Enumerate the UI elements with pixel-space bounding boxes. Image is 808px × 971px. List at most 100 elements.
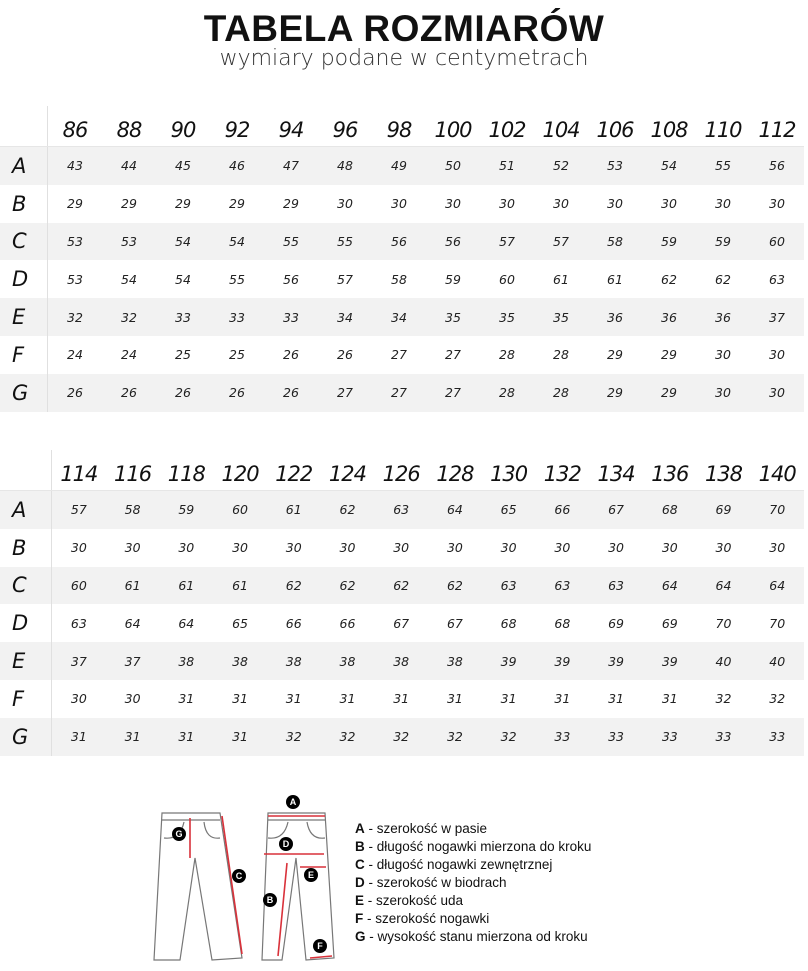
table-cell: 59 (661, 233, 677, 249)
table-cell: 27 (391, 385, 407, 401)
size-header: 86 (62, 118, 89, 142)
table-cell: 54 (661, 158, 677, 174)
legend-text: - szerokość nogawki (363, 911, 490, 926)
table-cell: 70 (769, 615, 786, 631)
table-cell: 53 (67, 233, 83, 249)
table-cell: 33 (769, 729, 786, 745)
table-cell: 44 (121, 158, 137, 174)
table-cell: 48 (337, 158, 353, 174)
size-header-row: 114 116 118 120 122 124 126 128 130 132 134 136 138 1… (0, 450, 804, 491)
table-cell: 70 (715, 615, 732, 631)
marker-c: C (232, 869, 246, 883)
table-cell: 38 (285, 653, 302, 669)
table-cell: 57 (499, 233, 515, 249)
size-header: 112 (758, 118, 796, 142)
marker-e: E (304, 868, 318, 882)
size-table-2: 114 116 118 120 122 124 126 128 130 132 134 136 138 1… (0, 450, 804, 756)
table-cell: 30 (715, 540, 732, 556)
table-cell: 30 (339, 540, 356, 556)
size-header: 98 (386, 118, 413, 142)
table-cell: 70 (769, 502, 786, 518)
table-cell: 69 (608, 615, 624, 631)
marker-a: A (286, 795, 300, 809)
table-cell: 29 (175, 196, 191, 212)
table-cell: 61 (232, 577, 248, 593)
size-header: 126 (382, 462, 421, 486)
table-cell: 26 (67, 385, 83, 401)
table-cell: 30 (70, 540, 87, 556)
table-cell: 30 (445, 196, 461, 212)
table-cell: 32 (67, 309, 83, 325)
table-cell: 31 (446, 691, 463, 707)
table-cell: 25 (175, 347, 191, 363)
table-cell: 58 (607, 233, 623, 249)
size-header: 110 (704, 118, 742, 142)
table-row: G 26 26 26 26 26 27 27 27 28 28 29 29 30 30 (0, 373, 804, 412)
measurement-markers: A B C D E F G (172, 795, 327, 953)
table-cell: 61 (607, 271, 623, 287)
size-header: 124 (328, 462, 367, 486)
measurement-arrows (189, 815, 333, 959)
table-cell: 31 (393, 691, 410, 707)
table-cell: 55 (715, 158, 731, 174)
table-cell: 39 (608, 653, 624, 669)
table-cell: 38 (232, 653, 248, 669)
table-cell: 33 (175, 309, 191, 325)
size-header: 100 (434, 118, 472, 142)
table-cell: 30 (769, 196, 785, 212)
table-row: C 53 53 54 54 55 55 56 56 57 57 58 59 59 60 (0, 222, 804, 261)
table-cell: 60 (499, 271, 515, 287)
table-cell: 51 (499, 158, 515, 174)
table-cell: 30 (232, 540, 248, 556)
size-table-1: 86 88 90 92 94 96 98 100 102 104 106 108 110 112 A 43 44… (0, 106, 804, 412)
legend-key: G (355, 929, 366, 944)
table-cell: 31 (232, 691, 248, 707)
table-cell: 30 (393, 540, 410, 556)
size-header: 122 (275, 462, 313, 486)
table-cell: 26 (175, 385, 191, 401)
table-cell: 57 (337, 271, 353, 287)
table-cell: 66 (339, 615, 356, 631)
table-cell: 30 (124, 540, 141, 556)
table-cell: 27 (337, 385, 353, 401)
table-cell: 68 (661, 502, 678, 518)
table-cell: 29 (229, 196, 245, 212)
legend-text: - długość nogawki zewnętrznej (364, 857, 553, 872)
row-label: G (0, 717, 52, 756)
page-subtitle: wymiary podane w centymetrach (219, 46, 589, 71)
header-corner (0, 106, 48, 146)
table-cell: 33 (608, 729, 624, 745)
table-cell: 46 (229, 158, 245, 174)
table-cell: 61 (178, 577, 195, 593)
legend-key: D (355, 875, 365, 890)
table-cell: 63 (500, 577, 517, 593)
table-cell: 55 (337, 233, 353, 249)
table-cell: 26 (121, 385, 137, 401)
legend-text: - wysokość stanu mierzona od kroku (365, 929, 588, 944)
size-header: 116 (114, 462, 152, 486)
table-cell: 32 (393, 729, 410, 745)
table-cell: 40 (769, 653, 786, 669)
table-cell: 28 (499, 347, 515, 363)
table-cell: 34 (391, 309, 407, 325)
table-cell: 35 (445, 309, 461, 325)
table-cell: 30 (608, 540, 624, 556)
table-cell: 39 (554, 653, 571, 669)
table-cell: 31 (661, 691, 678, 707)
table-cell: 62 (715, 271, 731, 287)
table-cell: 59 (178, 502, 195, 518)
table-cell: 32 (446, 729, 463, 745)
table-cell: 36 (607, 309, 623, 325)
table-cell: 30 (499, 196, 515, 212)
table-row: F 30 30 31 31 31 31 31 31 31 31 31 31 32 32 (0, 679, 804, 718)
table-cell: 63 (769, 271, 785, 287)
table-cell: 61 (553, 271, 569, 287)
table-cell: 56 (769, 158, 785, 174)
table-row: E 32 32 33 33 33 34 34 35 35 35 36 36 36 37 (0, 298, 804, 336)
table-cell: 66 (285, 615, 302, 631)
table-cell: 47 (283, 158, 299, 174)
table-cell: 64 (715, 577, 732, 593)
table-cell: 64 (661, 577, 678, 593)
table-cell: 55 (229, 271, 245, 287)
table-cell: 64 (769, 577, 786, 593)
